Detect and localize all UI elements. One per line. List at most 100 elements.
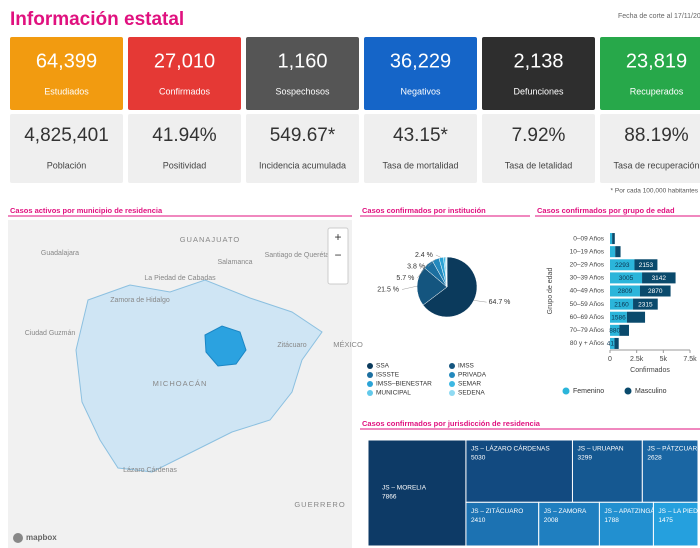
map-label: La Piedad de Cabadas <box>144 275 216 282</box>
indicator-card <box>364 114 477 183</box>
map-label: Zitácuaro <box>277 342 306 349</box>
page-title: Información estatal <box>10 9 184 30</box>
x-tick-label: 7.5k <box>683 356 697 363</box>
legend-label: ISSSTE <box>376 372 400 379</box>
bar-segment <box>610 311 627 323</box>
y-tick-label: 70–79 Años <box>570 327 605 334</box>
map-label: GUERRERO <box>294 500 345 509</box>
treemap-cell <box>465 501 540 547</box>
cell-label: JS – PÁTZCUARO <box>647 444 700 453</box>
stat-value: 23,819 <box>626 50 687 72</box>
legend-label: IMSS–BIENESTAR <box>376 381 432 388</box>
indicator-card <box>600 114 700 183</box>
y-tick-label: 80 y + Años <box>570 340 605 347</box>
map-label: Lázaro Cárdenas <box>123 467 177 474</box>
map-label: MÉXICO <box>333 340 363 349</box>
cell-label: JS – LÁZARO CÁRDENAS <box>471 444 550 453</box>
bar-segment <box>610 272 643 284</box>
cell-label: JS – ZITÁCUARO <box>471 506 523 515</box>
panel-title: Casos activos por municipio de residenci… <box>10 206 163 215</box>
leader-line <box>401 285 418 290</box>
leader-line <box>417 263 429 279</box>
indicator-label: Tasa de letalidad <box>505 160 573 170</box>
map-label: Santiago de Querétaro <box>265 252 336 259</box>
stat-label: Sospechosos <box>275 86 330 96</box>
map-attribution: mapbox <box>26 533 57 542</box>
legend-label: MUNICIPAL <box>376 390 411 397</box>
indicator-value: 7.92% <box>512 125 566 146</box>
indicator-card <box>246 114 359 183</box>
x-axis-title: Confirmados <box>630 367 670 374</box>
stat-card <box>10 37 123 110</box>
indicator-card <box>482 114 595 183</box>
bar-segment <box>634 259 658 271</box>
stat-card <box>246 37 359 110</box>
footnote: * Por cada 100,000 habitantes <box>611 188 699 195</box>
map-label: Ciudad Guzmán <box>25 330 76 337</box>
indicator-label: Población <box>47 160 87 170</box>
legend-swatch <box>562 387 570 395</box>
indicator-label: Positividad <box>163 160 207 170</box>
legend-label: SEDENA <box>458 390 485 397</box>
stat-value: 36,229 <box>390 50 451 72</box>
indicator-label: Tasa de recuperación <box>613 160 699 170</box>
legend-swatch <box>449 363 455 369</box>
slice-label: 64.7 % <box>489 299 511 306</box>
stat-label: Negativos <box>400 86 441 96</box>
cell-label: JS – LA PIEDAD <box>658 508 700 515</box>
bar-segment <box>619 324 629 336</box>
stat-card <box>128 37 241 110</box>
bar-label: 1586 <box>611 314 626 321</box>
legend-swatch <box>367 363 373 369</box>
stat-value: 27,010 <box>154 50 215 72</box>
cutoff-date: Fecha de corte al 17/11/20 <box>618 13 700 20</box>
bar-segment <box>614 337 619 349</box>
legend-swatch <box>449 390 455 396</box>
y-tick-label: 60–69 Años <box>570 314 605 321</box>
stat-card <box>364 37 477 110</box>
bar-label: 880 <box>609 328 620 335</box>
y-tick-label: 20–29 Años <box>570 261 605 268</box>
bar-segment <box>610 246 616 258</box>
stat-label: Confirmados <box>159 86 211 96</box>
bar-segment <box>639 285 671 297</box>
pie-slice <box>416 267 448 306</box>
bar-segment <box>626 311 646 323</box>
legend-label: IMSS <box>458 363 475 370</box>
x-tick-label: 0 <box>608 356 612 363</box>
legend-swatch <box>449 372 455 378</box>
y-tick-label: 40–49 Años <box>570 288 605 295</box>
cell-value: 3299 <box>577 455 592 462</box>
indicator-value: 549.67* <box>270 125 336 146</box>
bar-label: 417 <box>607 341 618 348</box>
legend-label: Femenino <box>573 388 604 395</box>
stat-label: Recuperados <box>630 86 684 96</box>
legend-label: SEMAR <box>458 381 481 388</box>
leader-line <box>435 254 442 258</box>
treemap-cell <box>538 501 600 547</box>
legend-label: SSA <box>376 363 390 370</box>
morelia-area <box>204 325 247 367</box>
treemap-cell <box>465 439 573 503</box>
bar-segment <box>615 246 621 258</box>
legend-swatch <box>449 381 455 387</box>
legend-swatch <box>367 381 373 387</box>
cell-label: JS – MORELIA <box>382 485 427 492</box>
indicator-value: 43.15* <box>393 125 449 146</box>
cell-label: JS – URUAPAN <box>577 446 623 453</box>
cell-value: 5030 <box>471 455 486 462</box>
x-tick-label: 5k <box>660 356 668 363</box>
slice-label: 21.5 % <box>377 286 399 293</box>
zoom-in: + <box>334 230 341 244</box>
slice-label: 5.7 % <box>396 275 414 282</box>
slice-label: 2.4 % <box>415 252 433 259</box>
cell-value: 2008 <box>544 517 559 524</box>
indicator-card <box>128 114 241 183</box>
stat-card <box>600 37 700 110</box>
bar-label: 2153 <box>639 262 654 269</box>
map-label: Zamora de Hidalgo <box>110 297 170 304</box>
x-tick-label: 2.5k <box>630 356 644 363</box>
bar-segment <box>610 259 635 271</box>
bar-label: 3005 <box>619 275 634 282</box>
